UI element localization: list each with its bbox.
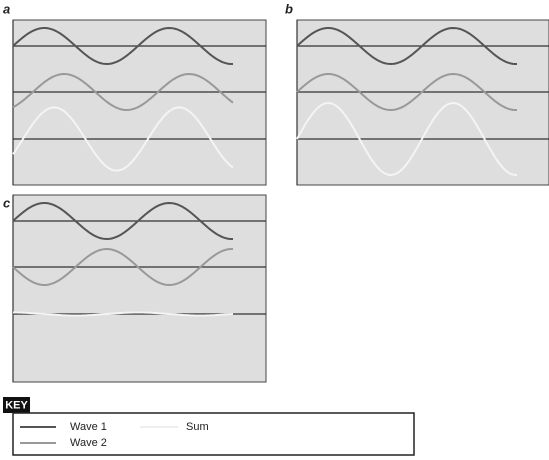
key-title: KEY <box>5 399 28 411</box>
key-label: Wave 1 <box>70 421 107 433</box>
key-badge <box>3 397 30 413</box>
wave-2 <box>12 72 234 112</box>
sum-wave <box>12 106 234 172</box>
panels <box>12 19 549 383</box>
key-label: Wave 2 <box>70 437 107 449</box>
panel-label: b <box>285 1 293 16</box>
panel <box>296 19 549 186</box>
key-label: Sum <box>186 421 209 433</box>
panel <box>12 194 267 383</box>
wave-1 <box>296 26 518 66</box>
panel-label: a <box>3 1 10 16</box>
panel-label: c <box>3 195 11 210</box>
wave-1 <box>12 201 234 241</box>
sum-wave <box>296 101 518 177</box>
wave-2 <box>296 72 518 112</box>
wave-2 <box>12 247 234 287</box>
key-box <box>12 412 415 456</box>
sum-wave <box>12 311 234 317</box>
wave-1 <box>12 26 234 66</box>
